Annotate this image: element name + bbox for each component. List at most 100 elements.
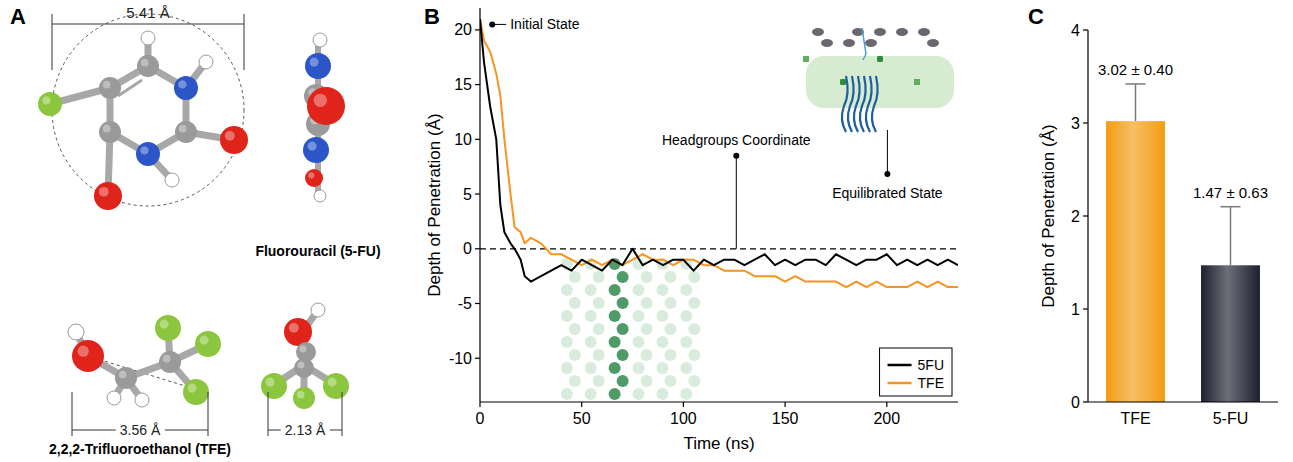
dimension-label: 3.56 Å [120,422,161,438]
dimension-line [244,14,245,70]
solute-blob [874,28,886,36]
annotation-text: Equilibrated State [832,185,943,201]
atom [305,53,331,79]
membrane-dot [803,56,809,62]
membrane-dot [877,56,883,62]
atom-highlight [328,378,337,387]
lipid-bead [585,336,597,348]
membrane-dot [877,56,883,62]
lipid-bead [593,297,605,309]
atom-highlight [179,125,187,133]
atom [94,182,122,210]
membrane-dot [877,56,883,62]
membrane-dot [914,79,920,85]
atom-highlight [313,305,318,310]
lipid-bead [688,349,700,361]
lipid-bead [633,362,645,374]
legend-swatch [888,382,912,385]
inset-membrane [803,28,954,132]
solute-blob [821,39,833,47]
atom-highlight [298,362,305,369]
lipid-bead [585,362,597,374]
x-tick [479,402,480,407]
dimension-line [268,430,281,431]
lipid-bead [561,336,573,348]
lipid-bead [656,336,668,348]
atom [303,137,329,163]
lipid-bead [688,323,700,335]
membrane-dot [840,79,846,85]
membrane-dot [840,79,846,85]
panel-letter: C [1028,4,1044,29]
protein-helix [860,76,866,132]
dimension-line [52,14,53,70]
membrane-dot [803,56,809,62]
molecule-5fu-side [303,33,345,202]
atom-highlight [109,393,114,398]
y-tick [475,358,480,359]
y-tick-label: -10 [449,350,472,367]
membrane-dot [803,56,809,62]
molecule-name: Fluorouracil (5-FU) [255,243,380,259]
lipid-bead [641,375,653,387]
lipid-bead [617,375,629,387]
lipid-bead [585,284,597,296]
membrane-dot [803,56,809,62]
membrane-dot [803,56,809,62]
lipid-bead [641,297,653,309]
x-tick [581,402,582,407]
atom [115,367,137,389]
panel-a: A5.41 ÅFluorouracil (5-FU)3.56 Å2.13 Å2,… [10,4,381,457]
membrane-dot [803,56,809,62]
atom-highlight [119,371,127,379]
solute-blob [918,28,930,36]
y-tick-label: 0 [1071,394,1080,411]
lipid-bead [569,349,581,361]
lipid-bead [688,297,700,309]
lipid-bead [609,284,621,296]
y-tick-label: 0 [463,240,472,257]
membrane-dot [803,56,809,62]
y-tick [475,303,480,304]
membrane-dot [803,56,809,62]
membrane-dot [803,56,809,62]
atom-highlight [143,33,148,38]
membrane-dot [803,56,809,62]
atom-highlight [141,59,149,67]
membrane-dot [803,56,809,62]
membrane-band [806,56,954,108]
legend-label: TFE [918,375,944,391]
lipid-bead [688,271,700,283]
membrane-dot [914,79,920,85]
atom-highlight [300,346,307,353]
lipid-bead [633,336,645,348]
solute-blob [927,39,939,47]
lipid-bead [569,271,581,283]
membrane-dot [803,56,809,62]
lipid-bead [593,349,605,361]
protein-helix [872,76,878,132]
x-tick [683,402,684,407]
lipid-bead [593,375,605,387]
membrane-dot [877,56,883,62]
lipid-bead [593,323,605,335]
y-tick-label: 3 [1071,115,1080,132]
dimension-label: 5.41 Å [126,4,169,21]
atom [183,379,209,405]
lipid-bead [609,336,621,348]
membrane-dot [914,79,920,85]
atom-highlight [314,94,327,107]
atom-highlight [200,336,209,345]
lipid-bead [664,323,676,335]
y-tick-label: 10 [454,131,472,148]
atom [195,331,221,357]
lipid-bead [633,284,645,296]
membrane-dot [877,56,883,62]
lipid-bead [680,310,692,322]
lipid-bead [664,271,676,283]
membrane-dot [914,79,920,85]
membrane-dot [840,79,846,85]
atom-highlight [137,395,142,400]
membrane-dot [877,56,883,62]
y-axis-line [479,8,480,402]
